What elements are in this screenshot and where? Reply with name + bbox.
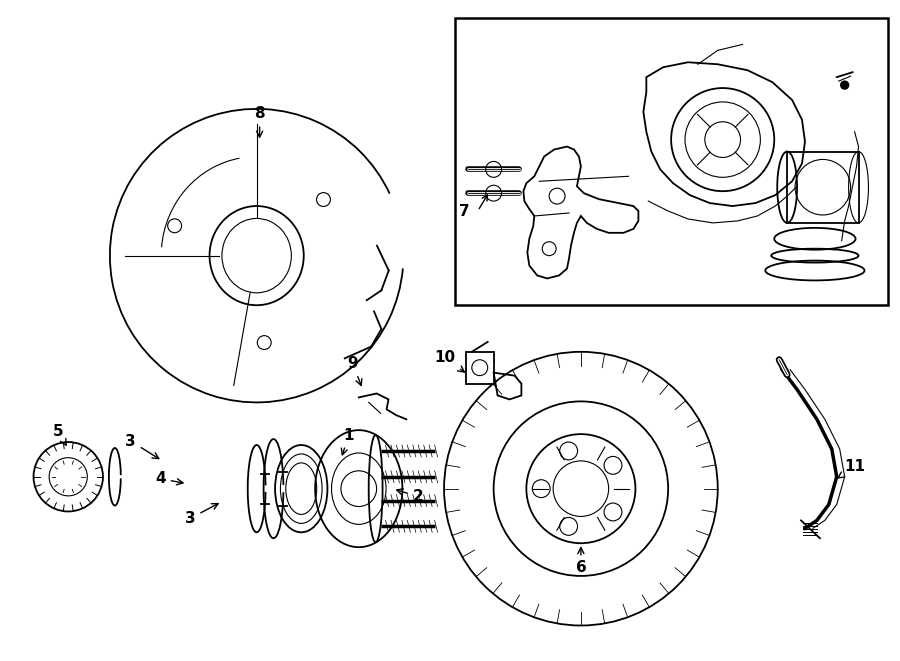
Text: 3: 3 <box>125 434 158 459</box>
Text: 8: 8 <box>255 106 265 137</box>
Text: 10: 10 <box>435 350 464 372</box>
Circle shape <box>841 81 849 89</box>
Text: 2: 2 <box>397 489 424 504</box>
Bar <box>788 151 859 223</box>
Text: 9: 9 <box>347 356 362 385</box>
Text: 7: 7 <box>459 204 470 219</box>
Text: 5: 5 <box>53 424 66 446</box>
Text: 4: 4 <box>155 471 183 486</box>
Bar <box>455 18 888 305</box>
Text: 6: 6 <box>575 547 586 576</box>
Text: 11: 11 <box>838 459 865 478</box>
Text: 3: 3 <box>184 504 218 526</box>
Text: 1: 1 <box>341 428 354 455</box>
